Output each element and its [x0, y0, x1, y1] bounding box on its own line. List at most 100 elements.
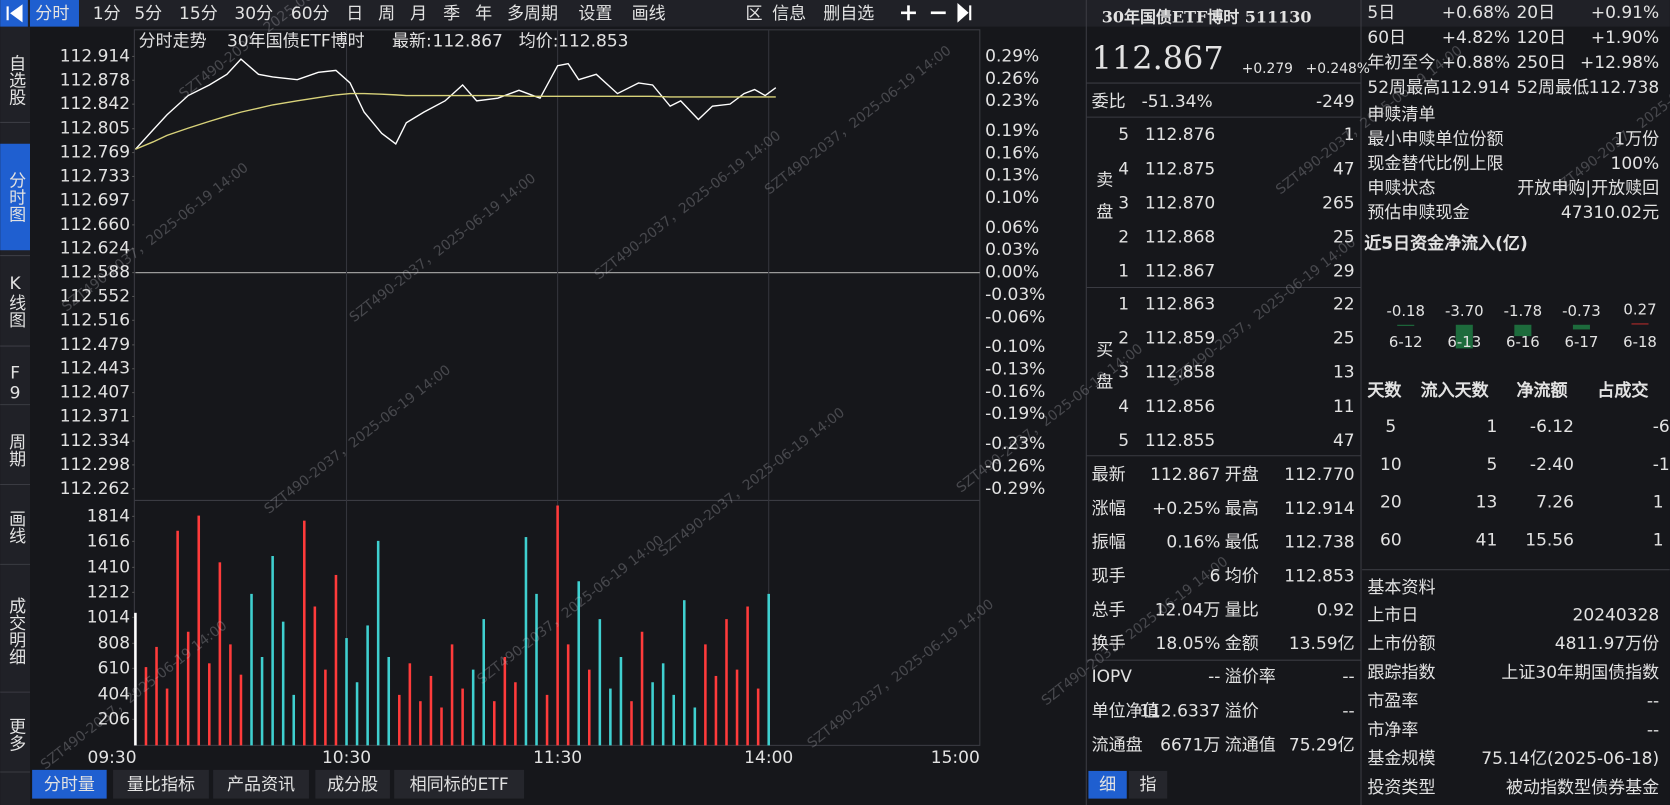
tool-button[interactable]: 删自选 — [823, 4, 874, 24]
table-cell: 5 — [1486, 455, 1497, 475]
zoom-in[interactable] — [901, 5, 916, 21]
period-tab[interactable]: 画线 — [632, 4, 666, 24]
flow-value: -1.78 — [1504, 302, 1543, 320]
table-cell: 1 — [1653, 530, 1664, 550]
volume-bar — [165, 688, 169, 746]
volume-bar — [672, 694, 675, 746]
period-tab[interactable]: 15分 — [179, 4, 218, 24]
bottom-tab[interactable]: 产品资讯 — [227, 775, 295, 795]
sidebar-item[interactable]: 更多 — [5, 718, 26, 752]
period-tab[interactable]: 季 — [443, 4, 460, 24]
panel-tab-bg[interactable] — [1128, 770, 1168, 799]
volume-bar — [767, 593, 770, 746]
info-label: 投资类型 — [1367, 778, 1435, 798]
stat-label: 现手 — [1092, 566, 1126, 586]
table-header: 天数 — [1367, 380, 1402, 401]
period-tab[interactable]: 30分 — [234, 4, 273, 24]
volume-tick-label: 808 — [98, 633, 130, 653]
period-tab[interactable]: 日 — [346, 4, 363, 24]
period-tab[interactable]: 5分 — [134, 4, 162, 24]
volume-bar — [208, 663, 211, 746]
volume-bar — [366, 625, 369, 746]
period-tab[interactable]: 月 — [410, 4, 427, 24]
info-value: 1万份 — [1614, 129, 1659, 149]
period-tab[interactable]: 分时 — [35, 4, 69, 24]
bottom-tab[interactable]: 量比指标 — [127, 775, 195, 795]
flow-date: 6-16 — [1506, 333, 1540, 351]
fund-value: -- — [1342, 701, 1354, 721]
stat-label: 最新 — [1092, 465, 1126, 485]
y-tick-label: 112.334 — [60, 431, 130, 451]
flow-value: -0.73 — [1562, 302, 1601, 320]
bottom-tab[interactable]: 分时量 — [44, 775, 95, 795]
period-tab[interactable]: 1分 — [93, 4, 121, 24]
book-price: 112.863 — [1145, 295, 1215, 315]
bottom-tab-bg[interactable] — [113, 769, 209, 799]
sidebar-item[interactable]: F9 — [5, 363, 25, 403]
section-title: 近5日资金净流入(亿) — [1364, 233, 1528, 254]
flow-bar — [1514, 324, 1532, 337]
y-tick-label: 112.588 — [60, 263, 130, 283]
period-tab[interactable]: 60分 — [291, 4, 330, 24]
y-tick-label: 112.769 — [60, 143, 130, 163]
volume-bar — [419, 701, 422, 746]
sidebar-item[interactable]: 画线 — [5, 510, 26, 544]
info-label: 上市份额 — [1367, 634, 1435, 654]
stat-value: 112.853 — [1284, 566, 1354, 586]
sidebar-item[interactable]: 周期 — [5, 433, 26, 468]
bottom-tab[interactable]: 成分股 — [327, 775, 378, 795]
y2-tick-label: -0.26% — [985, 456, 1045, 476]
sidebar-item[interactable]: 分时图 — [5, 171, 26, 222]
bottom-tab-bg[interactable] — [32, 769, 107, 799]
collapse-panel[interactable] — [957, 2, 972, 23]
stat-label: 最低 — [1225, 533, 1259, 553]
stat-label: 涨幅 — [1092, 499, 1126, 519]
table-cell: -2.40 — [1530, 455, 1574, 475]
table-cell: 41 — [1476, 530, 1498, 550]
bottom-tab-bg[interactable] — [315, 769, 390, 799]
volume-bar — [640, 631, 644, 746]
stat-label: 总手 — [1092, 600, 1126, 620]
sidebar-item[interactable]: 成交明细 — [5, 597, 26, 665]
bottom-tab-bg[interactable] — [213, 769, 309, 799]
y-tick-label: 112.443 — [60, 359, 130, 379]
volume-bar — [756, 688, 760, 746]
intraday-chart: 112.914 112.878 112.842 112.805 112.769 112.7… — [60, 29, 1045, 768]
volume-tick-label: 404 — [98, 684, 130, 704]
period-tab[interactable]: 多周期 — [507, 4, 558, 24]
volume-bar — [440, 707, 443, 746]
tool-button[interactable]: 区 — [746, 4, 763, 24]
info-value: 47310.02元 — [1561, 203, 1659, 223]
book-level: 1 — [1118, 295, 1129, 315]
fund-label: 溢价率 — [1225, 667, 1276, 687]
return-label: 60日 — [1367, 28, 1406, 48]
period-tab[interactable]: 设置 — [578, 4, 612, 24]
fund-value: 112.6337 — [1139, 701, 1220, 721]
price-change-pct: +0.248% — [1306, 61, 1370, 77]
bottom-tab-bg[interactable] — [394, 769, 525, 799]
y2-tick-label: 0.29% — [985, 46, 1039, 66]
fund-value: -- — [1342, 667, 1354, 687]
book-level: 5 — [1118, 431, 1129, 451]
volume-bar — [535, 593, 538, 746]
sidebar-item[interactable]: 自选股 — [5, 54, 26, 106]
panel-tab-bg[interactable] — [1088, 770, 1127, 799]
flow-value: 0.27 — [1623, 300, 1656, 318]
period-tab[interactable]: 年 — [475, 4, 492, 24]
return-value: 112.914 — [1440, 78, 1510, 98]
panel-tab[interactable]: 细 — [1099, 775, 1116, 795]
y-tick-label: 112.407 — [60, 383, 130, 403]
period-tab[interactable]: 周 — [378, 4, 395, 24]
flow-date: 6-17 — [1565, 333, 1599, 351]
section-title: 申赎清单 — [1367, 105, 1435, 125]
info-value: -- — [1647, 692, 1659, 712]
info-label: 市盈率 — [1367, 692, 1418, 712]
bottom-tab[interactable]: 相同标的ETF — [410, 775, 509, 795]
y2-tick-label: -0.10% — [985, 337, 1045, 357]
panel-tab[interactable]: 指 — [1140, 775, 1157, 795]
stat-value: 6 — [1210, 566, 1221, 586]
tool-button[interactable]: 信息 — [772, 4, 806, 24]
y-tick-label: 112.697 — [60, 190, 130, 210]
book-volume: 25 — [1333, 329, 1355, 349]
sidebar-item[interactable]: K线图 — [5, 274, 26, 328]
